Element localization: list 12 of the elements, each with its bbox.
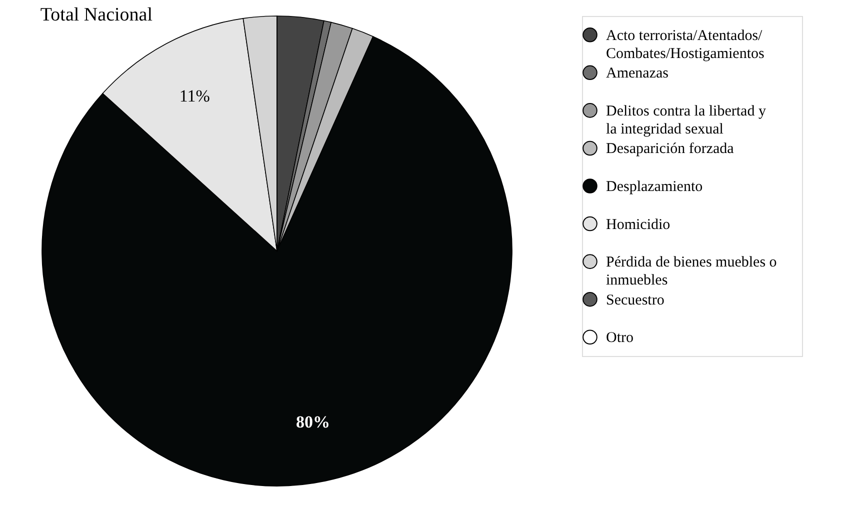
legend-label: Delitos contra la libertad y la integridad sexual xyxy=(606,103,766,138)
legend-label: Pérdida de bienes muebles o inmuebles xyxy=(606,254,777,289)
legend-label: Otro xyxy=(606,330,634,346)
legend-label: Acto terrorista/Atentados/Combates/Hostigamientos xyxy=(606,28,764,62)
legend-label: Desaparición forzada xyxy=(606,141,734,158)
data-label: 11% xyxy=(179,86,210,106)
data-label: 80% xyxy=(296,412,330,432)
legend-label: Homicidio xyxy=(606,216,670,233)
legend-label: Amenazas xyxy=(606,66,669,82)
chart-title: Total Nacional xyxy=(40,4,153,26)
legend-label: Secuestro xyxy=(606,292,664,308)
legend-label: Desplazamiento xyxy=(606,179,703,195)
